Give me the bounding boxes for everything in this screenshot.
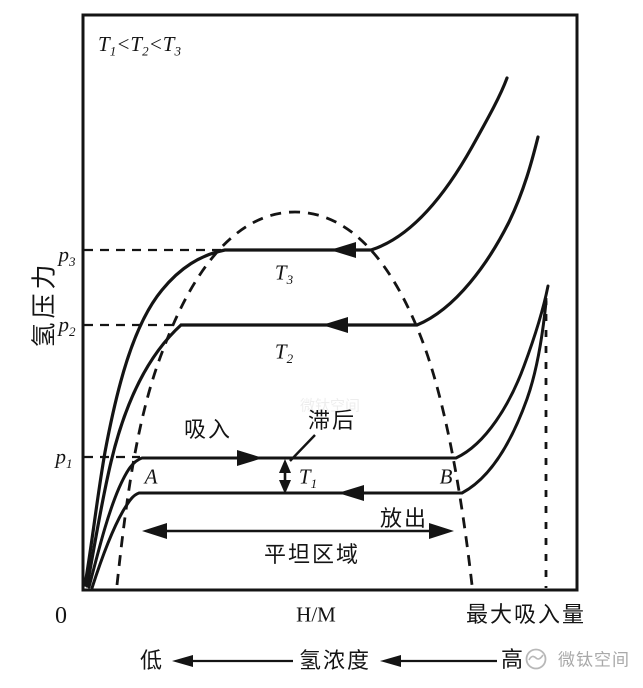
p1-tick-label: p1 (55, 444, 73, 472)
T3-base: T (274, 260, 287, 285)
isotherm-T3-curve (83, 76, 509, 587)
plateau-region-label: 平坦区域 (263, 542, 361, 567)
T3-plateau-left-arrowhead (330, 242, 356, 258)
legend-T1-base: T (98, 32, 110, 56)
legend-T2-base: T (130, 32, 143, 56)
isotherm-T1-label: T1 (298, 464, 318, 492)
p2-base: p (58, 312, 69, 337)
legend-lt-1: < (116, 32, 131, 56)
two-phase-dome-dashed (115, 210, 474, 586)
legend-T1-sub: 1 (109, 43, 117, 59)
isotherm-T1-desorption-curve (90, 300, 548, 590)
T2-base: T (274, 339, 287, 364)
isotherm-T3-label: T3 (274, 260, 294, 288)
isotherm-T2-label: T2 (274, 339, 294, 367)
legend-T3-base: T (162, 32, 175, 56)
temperature-order-label: T1<T2<T3 (98, 32, 181, 58)
absorption-label: 吸入 (183, 417, 233, 442)
x-axis-label: H/M (296, 602, 336, 627)
concentration-arrow-right-head (380, 655, 401, 667)
concentration-low-label: 低 (139, 648, 165, 673)
T2-sub: 2 (286, 351, 294, 367)
hysteresis-arrow-up-head (279, 459, 291, 473)
p1-sub: 1 (65, 456, 73, 472)
legend-T3-sub: 3 (174, 43, 181, 59)
point-A-label: A (144, 464, 158, 489)
T1-absorption-right-arrowhead (237, 450, 263, 466)
plot-frame (81, 13, 579, 592)
legend-lt-2: < (148, 32, 163, 56)
point-B-label: B (439, 464, 453, 489)
plateau-span-right-arrowhead (429, 523, 454, 539)
watermark-brand-text: 微钛空间 (558, 650, 630, 670)
plateau-span-left-arrowhead (142, 523, 167, 539)
T3-sub: 3 (286, 272, 294, 288)
p3-tick-label: p3 (58, 242, 76, 270)
concentration-high-label: 高 (500, 647, 526, 672)
origin-label: 0 (55, 603, 67, 629)
T1-base: T (298, 464, 311, 489)
concentration-arrow-left-head (172, 655, 193, 667)
p2-tick-label: p2 (58, 312, 76, 340)
T2-plateau-left-arrowhead (322, 317, 348, 333)
isotherm-T1-absorption-curve (87, 284, 550, 589)
p3-base: p (58, 242, 69, 267)
p3-sub: 3 (68, 254, 76, 270)
T1-sub: 1 (310, 476, 318, 492)
hysteresis-label: 滞后 (307, 408, 357, 433)
T1-desorption-left-arrowhead (338, 485, 364, 501)
p1-base: p (55, 444, 66, 469)
max-uptake-label: 最大吸入量 (465, 602, 587, 627)
y-axis-label: 氢压力 (31, 260, 59, 348)
p2-sub: 2 (68, 324, 76, 340)
watermark-logo-icon (525, 648, 547, 670)
hysteresis-arrow-down-head (279, 480, 291, 494)
watermark-ghost-text: 微钛空间 (299, 397, 361, 415)
desorption-label: 放出 (379, 506, 429, 531)
hysteresis-pointer-line (289, 434, 316, 462)
isotherm-T2-curve (85, 135, 540, 588)
concentration-label: 氢浓度 (298, 648, 372, 673)
legend-T2-sub: 2 (142, 43, 149, 59)
